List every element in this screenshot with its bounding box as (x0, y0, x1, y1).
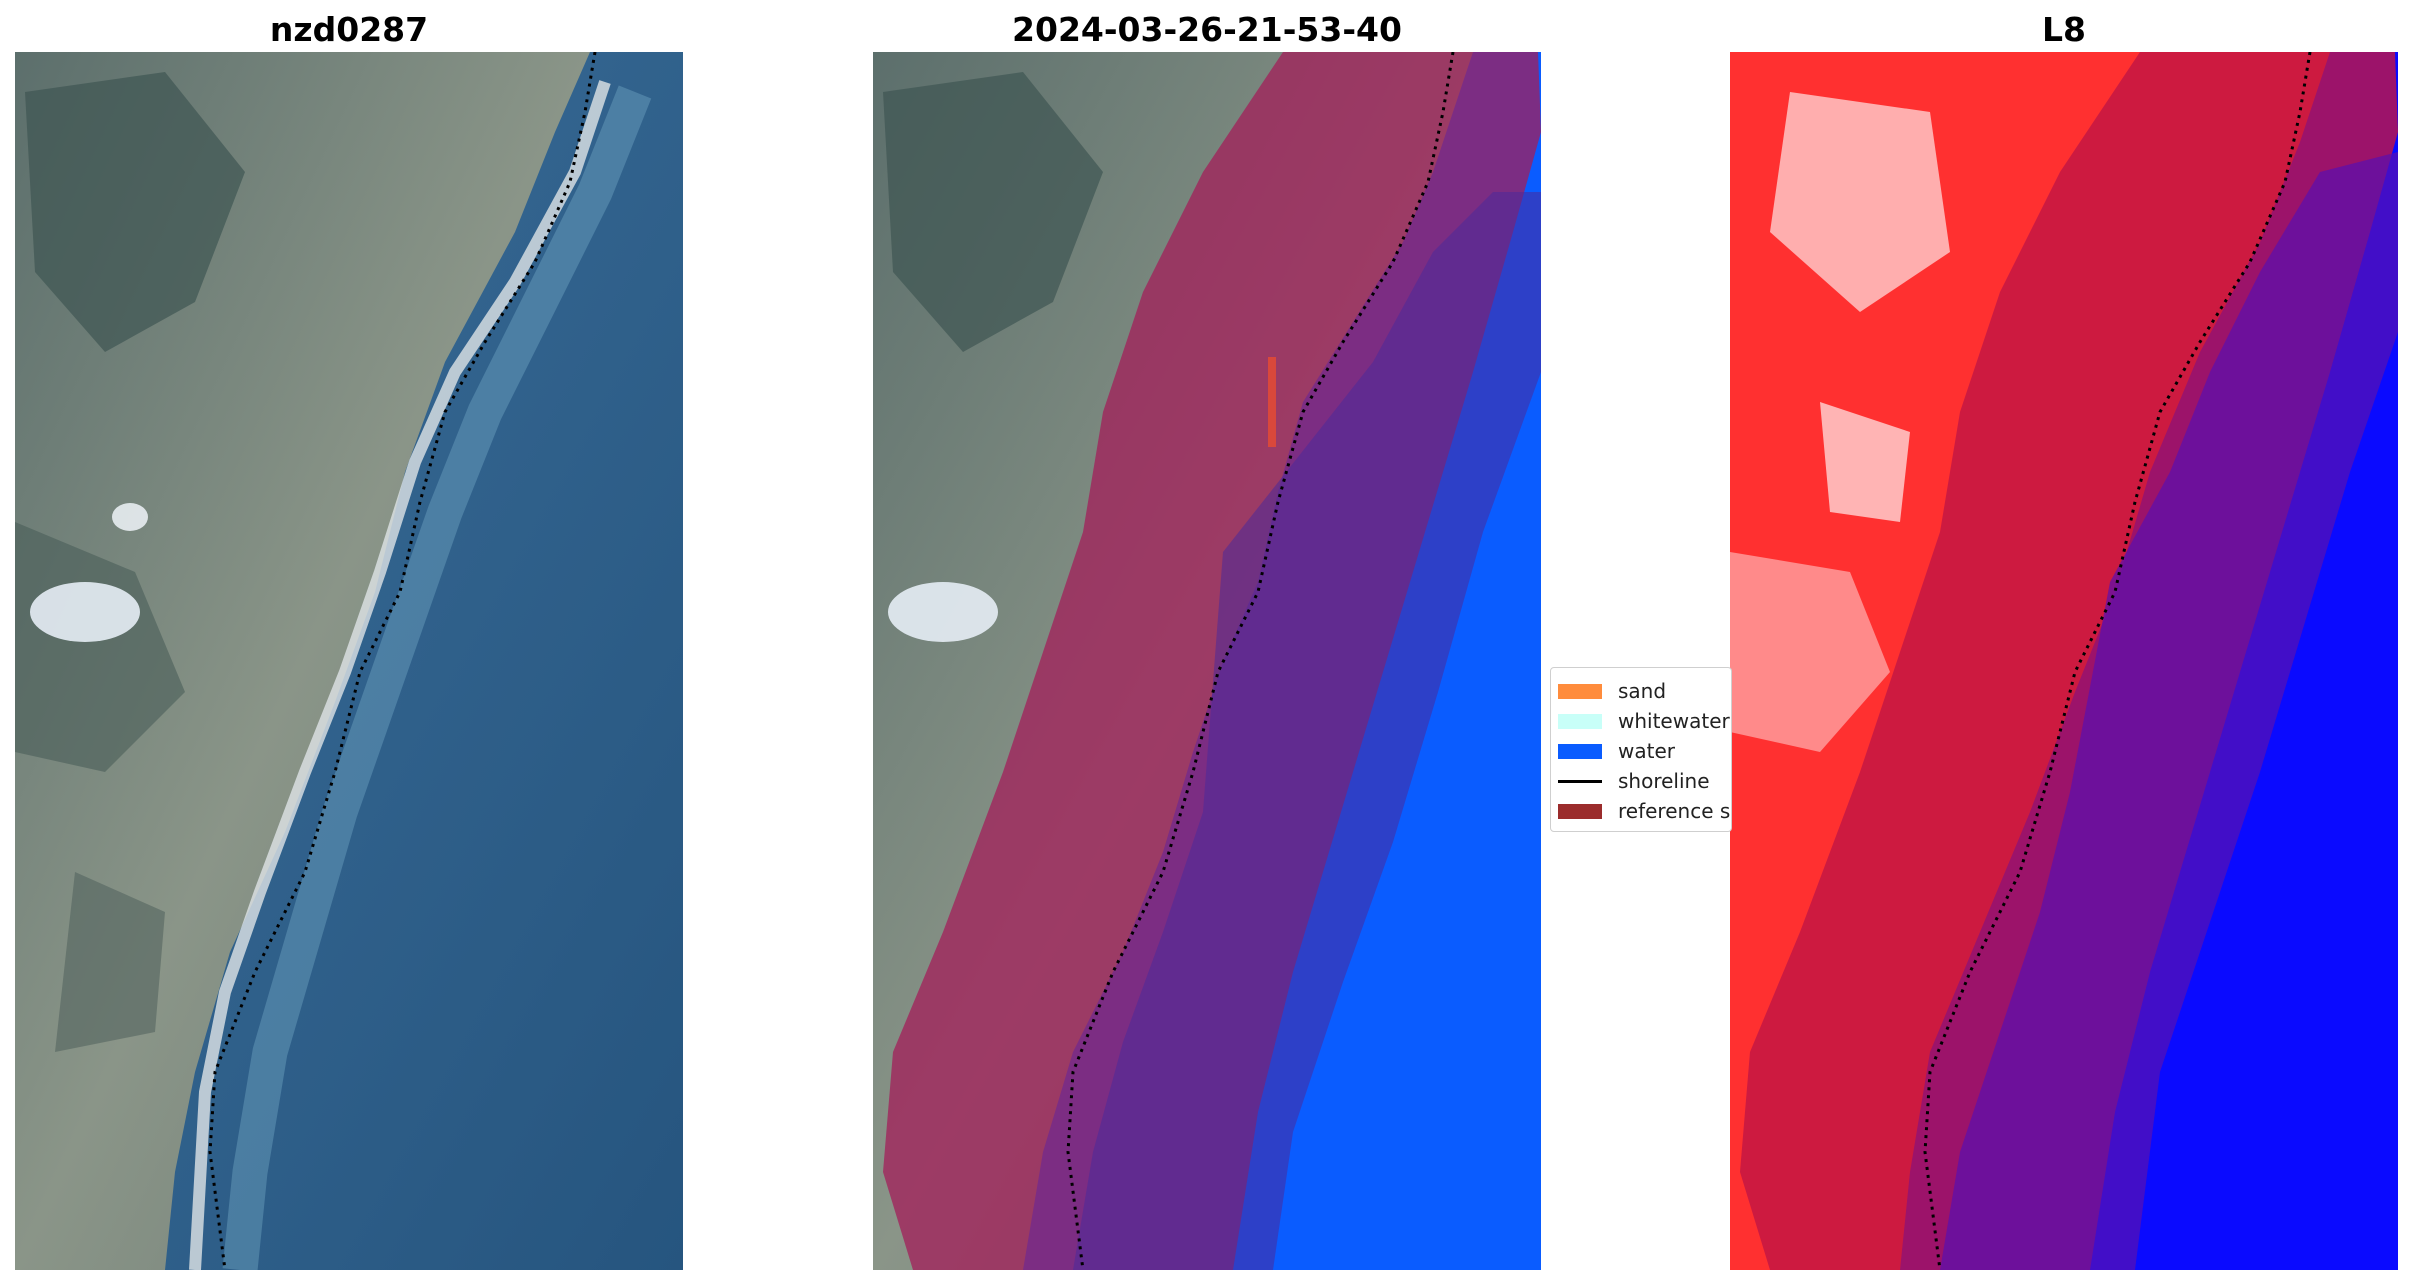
beach-strip (189, 80, 611, 1270)
legend-label: sand (1618, 679, 1667, 703)
sand-swatch (1558, 684, 1602, 699)
rgb-image-panel (15, 52, 683, 1270)
legend-item-reference-buffer: reference shoreline buffer (1551, 796, 1731, 826)
legend-item-whitewater: whitewater (1551, 706, 1731, 736)
legend-item-shoreline: shoreline (1551, 766, 1731, 796)
panel-title-classified: 2024-03-26-21-53-40 (1012, 10, 1402, 49)
shoreline-line (1066, 52, 1455, 1270)
whitewater-swatch (1558, 714, 1602, 729)
shoreline-line (208, 52, 597, 1270)
water-swatch (1558, 744, 1602, 759)
classified-image-panel (873, 52, 1541, 1270)
shoreline-line-sample (1558, 780, 1602, 783)
legend-label: whitewater (1618, 709, 1730, 733)
sand-pixels (1268, 357, 1276, 447)
legend-label: shoreline (1618, 769, 1710, 793)
classified-image (873, 52, 1541, 1270)
reference-buffer-swatch (1558, 804, 1602, 819)
index-image-panel (1730, 52, 2398, 1270)
surf-zone (222, 85, 652, 1270)
legend-item-water: water (1551, 736, 1731, 766)
legend-item-sand: sand (1551, 676, 1731, 706)
panel-title-index: L8 (2042, 10, 2086, 49)
index-image (1730, 52, 2398, 1270)
panel-title-rgb: nzd0287 (269, 10, 429, 49)
shoreline-line (1923, 52, 2312, 1270)
legend-label: water (1618, 739, 1675, 763)
rgb-satellite-image (15, 52, 683, 1270)
legend: sand whitewater water shoreline referenc… (1550, 667, 1732, 832)
legend-label: reference shoreline buffer (1618, 799, 1731, 823)
